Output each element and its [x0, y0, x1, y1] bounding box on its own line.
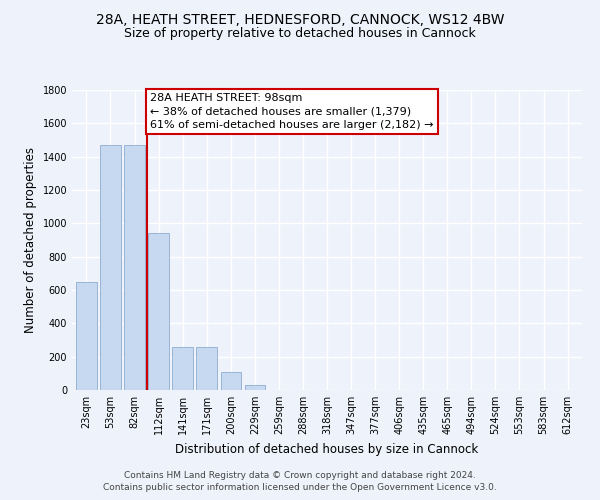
Text: Size of property relative to detached houses in Cannock: Size of property relative to detached ho…: [124, 28, 476, 40]
Text: 28A, HEATH STREET, HEDNESFORD, CANNOCK, WS12 4BW: 28A, HEATH STREET, HEDNESFORD, CANNOCK, …: [96, 12, 504, 26]
Text: 28A HEATH STREET: 98sqm
← 38% of detached houses are smaller (1,379)
61% of semi: 28A HEATH STREET: 98sqm ← 38% of detache…: [150, 94, 434, 130]
Bar: [172, 346, 193, 390]
Text: Contains HM Land Registry data © Crown copyright and database right 2024.
Contai: Contains HM Land Registry data © Crown c…: [103, 471, 497, 492]
Y-axis label: Number of detached properties: Number of detached properties: [24, 147, 37, 333]
Bar: [221, 372, 241, 390]
Bar: [196, 346, 217, 390]
Bar: [148, 234, 169, 390]
Bar: [100, 145, 121, 390]
X-axis label: Distribution of detached houses by size in Cannock: Distribution of detached houses by size …: [175, 442, 479, 456]
Bar: [245, 385, 265, 390]
Bar: [124, 145, 145, 390]
Bar: [76, 282, 97, 390]
